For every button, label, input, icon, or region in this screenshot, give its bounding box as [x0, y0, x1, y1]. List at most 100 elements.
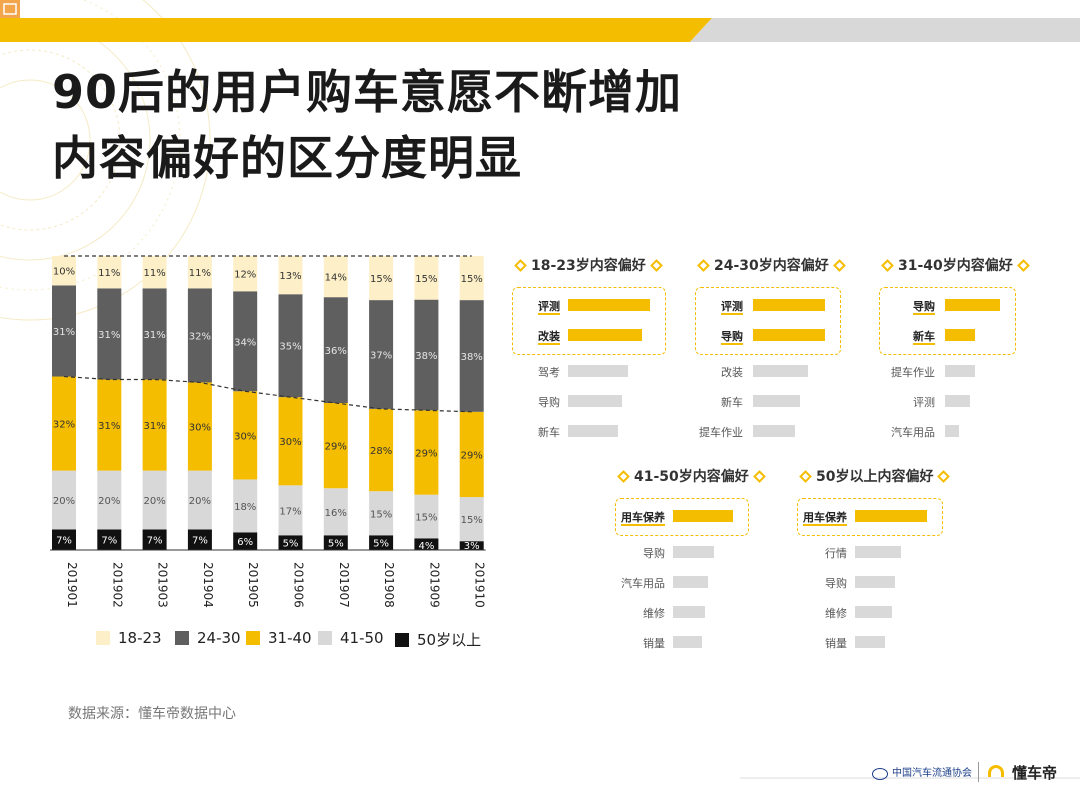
- bar-segment-24-30: [233, 291, 258, 392]
- pref-item-text: 驾考: [538, 366, 560, 379]
- pref-panel-title: 41-50岁内容偏好: [613, 466, 770, 486]
- data-label-18-23: 11%: [98, 268, 120, 279]
- bar-segment-24-30: [52, 285, 76, 377]
- pref-title-text: 50岁以上内容偏好: [816, 469, 934, 485]
- pref-item-label: 评测: [510, 298, 560, 315]
- bar-segment-41-50: [187, 470, 212, 530]
- data-label-18-23: 15%: [461, 274, 483, 285]
- stacked-bar-chart: 7% 20% 32% 31% 10% 201901 7% 20% 31% 31% 11% 201902…: [50, 255, 487, 608]
- data-label-31-40: 28%: [370, 446, 392, 457]
- pref-item-label: 维修: [795, 605, 847, 621]
- pref-item-bar: [673, 606, 705, 618]
- footer-brand: 懂车帝: [1012, 764, 1058, 782]
- pref-panel-41-50: 41-50岁内容偏好 用车保养 导购 汽车用品 维修 销量: [613, 466, 766, 656]
- legend-label: 50岁以上: [417, 631, 482, 649]
- data-label-41-50: 20%: [98, 496, 120, 507]
- bar-segment-41-50: [278, 485, 303, 536]
- title-line-1: 90后的用户购车意愿不断增加: [52, 65, 683, 119]
- data-label-41-50: 17%: [279, 506, 301, 517]
- bar-segment-31-40: [52, 376, 76, 471]
- pref-item-label: 导购: [693, 328, 743, 345]
- legend-label: 24-30: [197, 629, 241, 647]
- pref-title-text: 18-23岁内容偏好: [531, 258, 646, 274]
- data-label-50plus: 5%: [328, 539, 344, 550]
- highlight-box: [512, 287, 666, 355]
- pref-item-text: 用车保养: [803, 511, 847, 526]
- data-label-50plus: 7%: [101, 536, 117, 547]
- data-label-50plus: 6%: [237, 537, 253, 548]
- data-label-31-40: 31%: [143, 421, 165, 432]
- pref-item-text: 销量: [643, 637, 665, 650]
- pref-item-text: 维修: [643, 607, 665, 620]
- legend-item-24-30: 24-30: [175, 629, 241, 647]
- diamond-icon: [832, 258, 846, 272]
- data-label-24-30: 32%: [189, 331, 211, 342]
- bar-segment-31-40: [233, 391, 258, 480]
- x-tick-label: 201904: [201, 562, 215, 608]
- data-label-24-30: 31%: [98, 330, 120, 341]
- data-label-24-30: 38%: [461, 352, 483, 363]
- pref-item-label: 评测: [693, 298, 743, 315]
- legend-item-31-40: 31-40: [246, 629, 312, 647]
- pref-item-label: 用车保养: [613, 509, 665, 526]
- data-label-18-23: 15%: [370, 274, 392, 285]
- bar-segment-31-40: [187, 382, 212, 471]
- data-label-50plus: 3%: [464, 541, 480, 552]
- data-label-41-50: 15%: [370, 509, 392, 520]
- data-label-31-40: 29%: [325, 442, 347, 453]
- data-label-24-30: 31%: [143, 330, 165, 341]
- pref-item-label: 驾考: [510, 364, 560, 380]
- data-label-50plus: 4%: [418, 541, 434, 552]
- bar-segment-24-30: [459, 300, 484, 412]
- bar-segment-50plus: [52, 529, 76, 550]
- pref-item-text: 评测: [721, 300, 743, 315]
- diamond-icon: [799, 469, 812, 483]
- pref-item-bar: [568, 299, 650, 311]
- bar-segment-18-23: [142, 256, 167, 289]
- pref-item-label: 维修: [613, 605, 665, 621]
- bar-segment-24-30: [97, 288, 122, 380]
- data-label-50plus: 7%: [56, 536, 72, 547]
- pref-item-label: 导购: [510, 394, 560, 410]
- pref-item-text: 改装: [538, 330, 560, 345]
- diamond-icon: [937, 469, 951, 483]
- data-label-18-23: 12%: [234, 270, 256, 281]
- pref-item-label: 汽车用品: [613, 575, 665, 591]
- bar-segment-50plus: [323, 535, 348, 550]
- diamond-icon: [1016, 258, 1030, 272]
- data-label-41-50: 16%: [325, 508, 347, 519]
- pref-item-text: 提车作业: [891, 366, 935, 379]
- bar-segment-24-30: [142, 288, 167, 380]
- pref-item-text: 导购: [538, 396, 560, 409]
- legend-swatch: [175, 631, 189, 645]
- data-label-24-30: 34%: [234, 337, 256, 348]
- pref-title-text: 24-30岁内容偏好: [714, 258, 829, 274]
- data-label-18-23: 10%: [53, 267, 75, 278]
- data-label-24-30: 37%: [370, 350, 392, 361]
- data-label-18-23: 14%: [325, 273, 347, 284]
- bar-segment-24-30: [414, 299, 439, 411]
- pref-item-text: 新车: [721, 396, 743, 409]
- pref-item-label: 新车: [877, 328, 935, 345]
- legend-label: 41-50: [340, 629, 384, 647]
- bar-segment-31-40: [459, 411, 484, 498]
- bar-segment-31-40: [278, 397, 303, 486]
- data-label-50plus: 7%: [147, 536, 163, 547]
- data-label-31-40: 29%: [461, 450, 483, 461]
- pref-item-text: 维修: [825, 607, 847, 620]
- highlight-box: [797, 498, 943, 536]
- pref-title-text: 31-40岁内容偏好: [898, 258, 1013, 274]
- diamond-icon: [752, 469, 766, 483]
- bar-segment-50plus: [459, 541, 484, 550]
- pref-panel-50plus: 50岁以上内容偏好 用车保养 行情 导购 维修 销量: [795, 466, 951, 656]
- pref-item-label: 导购: [795, 575, 847, 591]
- bar-segment-41-50: [233, 479, 258, 533]
- footer-org-name: 中国汽车流通协会: [892, 768, 972, 779]
- pref-item-bar: [855, 636, 885, 648]
- footer-org-logo: 中国汽车流通协会: [872, 764, 972, 780]
- bar-segment-18-23: [414, 256, 439, 300]
- bar-segment-31-40: [142, 379, 167, 471]
- data-label-50plus: 7%: [192, 536, 208, 547]
- highlight-box: [695, 287, 841, 355]
- bar-segment-24-30: [369, 300, 394, 409]
